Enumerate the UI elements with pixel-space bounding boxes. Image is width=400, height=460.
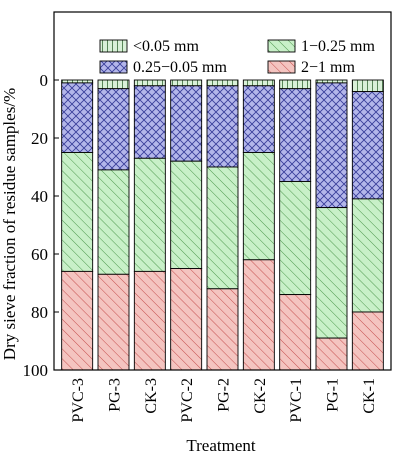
bar-segment-pvc-2-s3 bbox=[170, 268, 203, 371]
legend-item-1: 1−0.25 mm bbox=[267, 38, 375, 55]
x-tick-label-pvc-3: PVC-3 bbox=[70, 378, 87, 422]
bar-segment-pg-3-s0 bbox=[97, 79, 130, 90]
bars-layer bbox=[61, 79, 384, 371]
x-tick-label-ck-1: CK-1 bbox=[361, 378, 378, 414]
bar-segment-pvc-3-s1 bbox=[61, 82, 94, 153]
legend-label: <0.05 mm bbox=[133, 38, 199, 55]
axes-layer: PVC-3 PG-3 CK-3 PVC-2 PG-2 CK-2 PVC-1 PG-1 CK-1 0… bbox=[23, 11, 392, 422]
bar-segment-pg-3-s2 bbox=[97, 169, 130, 275]
bar-segment-pvc-1-s2 bbox=[279, 181, 312, 296]
bar-segment-ck-3-s3 bbox=[133, 270, 166, 371]
bar-segment-ck-2-s2 bbox=[242, 152, 275, 261]
bar-segment-ck-3-s2 bbox=[133, 157, 166, 272]
y-tick-label-60: 60 bbox=[31, 245, 48, 264]
x-tick-label-pg-3: PG-3 bbox=[107, 378, 124, 412]
x-tick-label-pg-2: PG-2 bbox=[216, 378, 233, 412]
x-tick-label-ck-3: CK-3 bbox=[143, 378, 160, 414]
bar-segment-pvc-3-s3 bbox=[61, 270, 94, 371]
bar-segment-pg-1-s3 bbox=[315, 337, 348, 371]
bar-segment-ck-2-s1 bbox=[242, 85, 275, 153]
x-tick-label-pvc-2: PVC-2 bbox=[179, 378, 196, 422]
legend-item-3: 2−1 mm bbox=[267, 59, 355, 76]
bar-segment-pg-2-s2 bbox=[206, 166, 239, 290]
bar-segment-ck-1-s2 bbox=[351, 198, 384, 313]
bar-segment-pg-1-s2 bbox=[315, 207, 348, 339]
legend-label: 1−0.25 mm bbox=[301, 38, 375, 55]
legend-label: 2−1 mm bbox=[301, 59, 355, 76]
bar-segment-ck-1-s3 bbox=[351, 311, 384, 371]
y-tick-label-0: 0 bbox=[40, 71, 49, 90]
bar-segment-pvc-2-s2 bbox=[170, 160, 203, 269]
bar-segment-pvc-1-s1 bbox=[279, 88, 312, 182]
legend-item-2: 0.25−0.05 mm bbox=[99, 59, 227, 76]
y-tick-label-20: 20 bbox=[31, 129, 48, 148]
bar-segment-pvc-1-s0 bbox=[279, 79, 312, 90]
y-tick-label-40: 40 bbox=[31, 187, 48, 206]
bar-segment-pg-2-s3 bbox=[206, 288, 239, 371]
y-tick-label-80: 80 bbox=[31, 303, 48, 322]
bar-segment-pvc-2-s1 bbox=[170, 85, 203, 162]
bar-segment-pg-2-s1 bbox=[206, 85, 239, 168]
bar-segment-pg-2-s0 bbox=[206, 79, 239, 87]
bar-segment-pvc-3-s2 bbox=[61, 152, 94, 272]
bar-segment-ck-3-s1 bbox=[133, 85, 166, 159]
plot-frame bbox=[53, 11, 392, 371]
x-tick-label-ck-2: CK-2 bbox=[252, 378, 269, 414]
x-axis-title: Treatment bbox=[186, 436, 256, 455]
bar-segment-ck-2-s0 bbox=[242, 79, 275, 87]
bar-segment-ck-3-s0 bbox=[133, 79, 166, 87]
bar-segment-pg-3-s3 bbox=[97, 273, 130, 371]
bar-segment-pg-3-s1 bbox=[97, 88, 130, 171]
bar-segment-pg-1-s1 bbox=[315, 82, 348, 209]
y-axis-title: Dry sieve fraction of residue samples/% bbox=[0, 88, 19, 360]
bar-segment-ck-1-s0 bbox=[351, 79, 384, 93]
x-tick-label-pg-1: PG-1 bbox=[325, 378, 342, 412]
legend-item-0: <0.05 mm bbox=[99, 38, 199, 55]
x-tick-label-pvc-1: PVC-1 bbox=[288, 378, 305, 422]
y-tick-label-100: 100 bbox=[23, 361, 49, 380]
bar-segment-ck-2-s3 bbox=[242, 259, 275, 371]
bar-segment-ck-1-s1 bbox=[351, 91, 384, 200]
legend: <0.05 mm 1−0.25 mm 0.25−0.05 mm 2−1 mm bbox=[99, 38, 375, 76]
bar-segment-pvc-2-s0 bbox=[170, 79, 203, 87]
legend-label: 0.25−0.05 mm bbox=[133, 59, 227, 76]
bar-segment-pvc-1-s3 bbox=[279, 294, 312, 371]
